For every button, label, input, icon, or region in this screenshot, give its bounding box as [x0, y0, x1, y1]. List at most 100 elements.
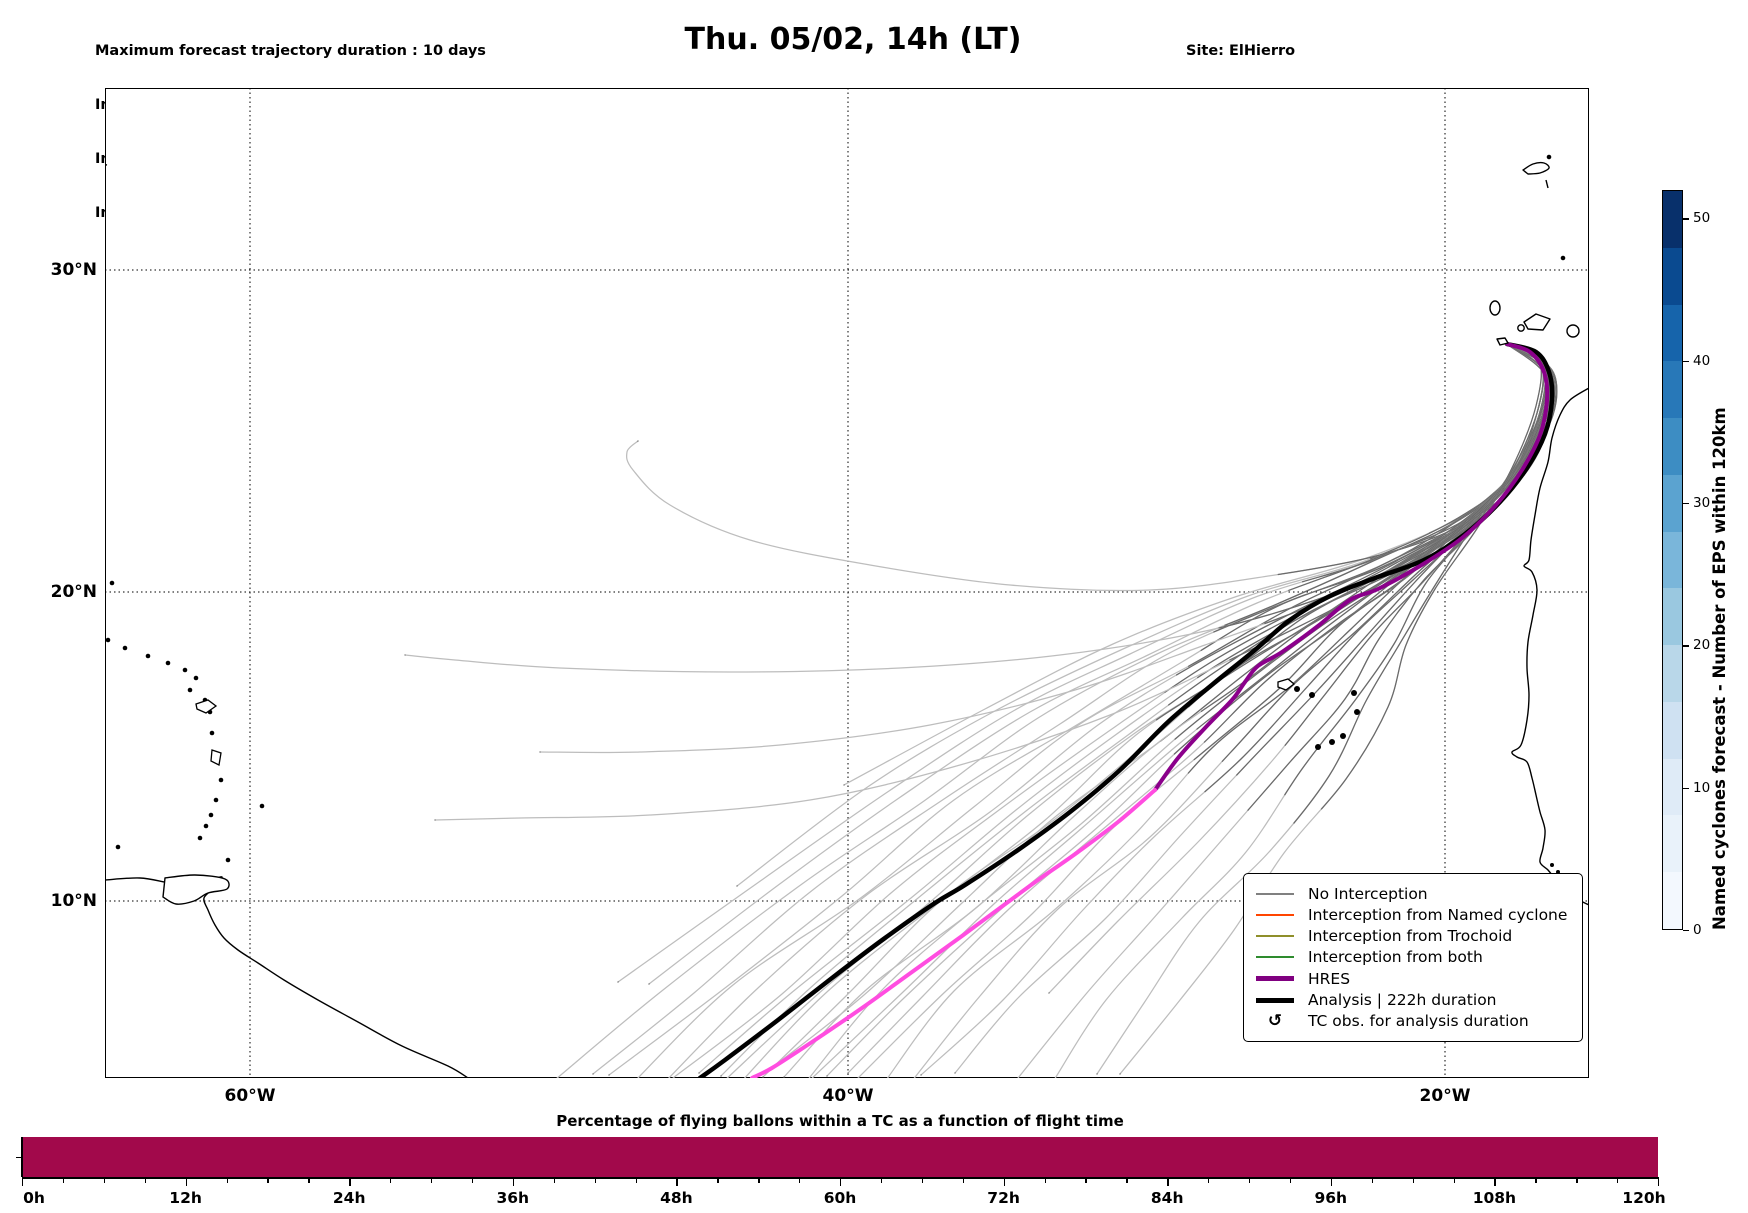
colorbar-tick: [1683, 503, 1689, 505]
coastlines: [105, 154, 1589, 1078]
colorbar-tick-label: 40: [1693, 352, 1711, 369]
analysis-trajectory: [697, 341, 1555, 1078]
legend-label: No Interception: [1308, 884, 1428, 903]
time-tick-label-36h: 36h: [496, 1189, 530, 1207]
time-minor-tick: [1453, 1177, 1455, 1183]
time-major-tick: [840, 1177, 842, 1186]
time-major-tick: [676, 1177, 678, 1186]
colorbar-tick-label: 0: [1693, 922, 1702, 938]
colorbar-tick: [1683, 930, 1689, 932]
time-minor-tick: [62, 1177, 65, 1183]
time-minor-tick: [1412, 1177, 1414, 1183]
colorbar-label: Named cyclones forecast - Number of EPS …: [1710, 407, 1729, 930]
colorbar-step: [1663, 418, 1682, 475]
colorbar-tick-label: 10: [1693, 779, 1711, 796]
time-minor-tick: [308, 1177, 310, 1183]
timebar-y-tick: [16, 1157, 22, 1159]
la-gomera-island: [1517, 324, 1525, 332]
time-minor-tick: [103, 1177, 106, 1183]
time-minor-tick: [758, 1177, 760, 1183]
legend-item-0: No Interception: [1256, 883, 1570, 904]
desertas-islets: [1545, 179, 1549, 189]
colorbar-tick-label: 20: [1693, 637, 1711, 654]
legend-label: Analysis | 222h duration: [1308, 991, 1497, 1010]
time-minor-tick: [962, 1177, 965, 1183]
time-minor-tick: [921, 1177, 924, 1183]
site-line: Site: ElHierro: [1186, 43, 1296, 59]
time-minor-tick: [144, 1177, 147, 1183]
legend-label: Interception from Trochoid: [1308, 927, 1513, 946]
gran-canaria-island: [1566, 324, 1580, 338]
lat-label-10N: 10°N: [50, 891, 97, 911]
colorbar-tick: [1683, 218, 1689, 220]
time-minor-tick: [717, 1177, 719, 1183]
colorbar-step: [1663, 872, 1682, 929]
time-major-tick: [1003, 1177, 1005, 1186]
time-minor-tick: [1371, 1177, 1374, 1183]
martinique-island: [210, 749, 222, 766]
colorbar: [1662, 190, 1683, 930]
time-minor-tick: [1208, 1177, 1210, 1183]
small-islet: [1560, 255, 1566, 261]
colorbar-step: [1663, 758, 1682, 816]
colorbar-step: [1663, 247, 1682, 305]
time-major-tick: [1167, 1177, 1169, 1186]
legend-line-sample: [1256, 956, 1294, 959]
time-major-tick: [1658, 1177, 1660, 1186]
small-islands: [105, 580, 1562, 884]
colorbar-step: [1663, 531, 1682, 589]
time-minor-tick: [1617, 1177, 1619, 1183]
legend-item-3: Interception from both: [1256, 947, 1570, 968]
colorbar-step: [1663, 304, 1682, 362]
legend-label: HRES: [1308, 969, 1351, 988]
time-minor-tick: [1289, 1177, 1292, 1183]
lat-label-30N: 30°N: [50, 260, 97, 280]
trinidad-island: [162, 874, 230, 905]
legend-label: Interception from Named cyclone: [1308, 905, 1568, 924]
max-duration-line: Maximum forecast trajectory duration : 1…: [95, 43, 486, 59]
time-tick-label-96h: 96h: [1314, 1189, 1348, 1207]
map-legend: No Interception Interception from Named c…: [1243, 873, 1583, 1042]
colorbar-tick-label: 50: [1693, 210, 1711, 227]
time-tick-label-60h: 60h: [823, 1189, 857, 1207]
figure-title: Thu. 05/02, 14h (LT): [684, 22, 1022, 57]
colorbar-step: [1663, 815, 1682, 873]
colorbar-step: [1663, 701, 1682, 759]
south-america-coastline: [105, 876, 469, 1078]
colorbar-tick-label: 30: [1693, 495, 1711, 512]
hres-trajectory-purple: [1153, 342, 1550, 792]
time-tick-label-108h: 108h: [1472, 1189, 1517, 1207]
tenerife-island: [1523, 313, 1551, 331]
colorbar-tick: [1683, 645, 1689, 647]
time-minor-tick: [594, 1177, 596, 1183]
colorbar-step: [1663, 588, 1682, 646]
colorbar-step: [1663, 645, 1682, 702]
legend-item-2: Interception from Trochoid: [1256, 926, 1570, 947]
legend-item-4: HRES: [1256, 968, 1570, 989]
time-minor-tick: [799, 1177, 801, 1183]
time-minor-tick: [267, 1177, 269, 1183]
time-minor-tick: [431, 1177, 433, 1183]
legend-label: TC obs. for analysis duration: [1308, 1012, 1529, 1031]
legend-item-6: ↺ TC obs. for analysis duration: [1256, 1011, 1570, 1032]
legend-label: Interception from both: [1308, 948, 1483, 967]
colorbar-step: [1663, 474, 1682, 532]
colorbar-tick: [1683, 360, 1689, 362]
tc-obs-icon: ↺: [1267, 1010, 1283, 1031]
time-major-tick: [349, 1177, 351, 1186]
time-minor-tick: [1249, 1177, 1251, 1183]
time-minor-tick: [1576, 1177, 1578, 1183]
time-minor-tick: [635, 1177, 637, 1183]
time-minor-tick: [390, 1177, 392, 1183]
time-minor-tick: [1044, 1177, 1046, 1183]
timebar-bar: [22, 1137, 1658, 1177]
time-minor-tick: [1535, 1177, 1537, 1183]
la-palma-island: [1489, 300, 1501, 316]
time-minor-tick: [1126, 1177, 1128, 1183]
legend-line-sample: [1256, 976, 1294, 982]
time-minor-tick: [471, 1177, 474, 1183]
time-minor-tick: [226, 1177, 228, 1183]
guadeloupe-island: [195, 699, 218, 714]
madeira-island: [1522, 161, 1550, 175]
time-tick-label-24h: 24h: [332, 1189, 366, 1207]
